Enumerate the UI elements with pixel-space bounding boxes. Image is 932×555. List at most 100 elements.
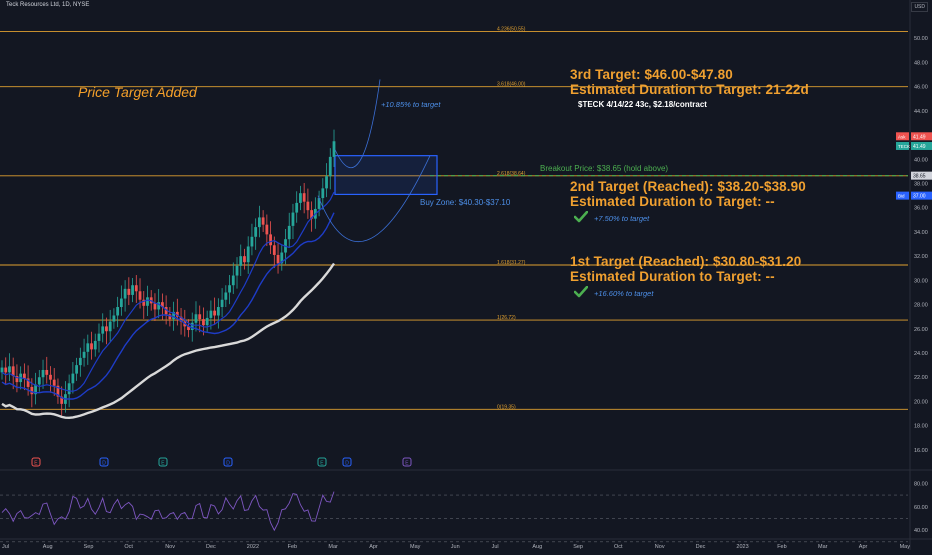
price-axis-tick: 40.00 bbox=[914, 157, 928, 163]
price-axis-tick: 46.00 bbox=[914, 85, 928, 91]
candle-body bbox=[49, 374, 52, 380]
time-axis-tick: Nov bbox=[165, 544, 175, 550]
time-axis-tick: Sep bbox=[573, 544, 583, 550]
candle-body bbox=[41, 369, 45, 378]
price-axis-tick: 32.00 bbox=[914, 254, 928, 260]
option-note: $TECK 4/14/22 43c, $2.18/contract bbox=[578, 100, 707, 109]
rsi-axis-tick: 80.00 bbox=[914, 481, 928, 487]
time-axis-tick: Nov bbox=[655, 544, 665, 550]
target2-duration: Estimated Duration to Target: -- bbox=[570, 194, 775, 209]
price-tag-value: 41.49 bbox=[913, 134, 926, 140]
buy-zone-label: Buy Zone: $40.30-$37.10 bbox=[420, 198, 511, 207]
price-axis-tick: 50.00 bbox=[914, 36, 928, 42]
fib-level-label: 0(19.35) bbox=[497, 404, 516, 410]
candle-body bbox=[280, 252, 284, 264]
candle-body bbox=[71, 373, 75, 384]
candle-body bbox=[175, 311, 179, 317]
candle-body bbox=[78, 357, 82, 366]
event-marker-letter: E bbox=[34, 461, 38, 467]
time-axis-tick: Oct bbox=[124, 544, 133, 550]
candle-body bbox=[146, 297, 149, 306]
candle-body bbox=[30, 386, 34, 395]
candle-body bbox=[179, 316, 183, 322]
price-tag bbox=[911, 191, 932, 200]
event-marker bbox=[223, 457, 233, 467]
time-axis-tick: May bbox=[900, 544, 911, 550]
time-axis-tick: Aug bbox=[43, 544, 53, 550]
candle-body bbox=[295, 202, 299, 213]
price-tag bbox=[911, 171, 932, 180]
candle-body bbox=[52, 379, 56, 386]
candle-body bbox=[321, 188, 325, 199]
candle-body bbox=[56, 385, 60, 397]
candle-body bbox=[213, 310, 217, 316]
candle-body bbox=[157, 302, 161, 310]
candle-body bbox=[194, 314, 198, 323]
candle-body bbox=[86, 343, 90, 352]
rsi-axis-tick: 60.00 bbox=[914, 505, 928, 511]
breakout-price-label: Breakout Price: $38.65 (hold above) bbox=[540, 164, 669, 173]
time-axis-tick: Oct bbox=[614, 544, 623, 550]
candle-body bbox=[131, 285, 134, 295]
time-axis-tick: Dec bbox=[206, 544, 216, 550]
candle-body bbox=[269, 234, 272, 246]
candle-body bbox=[142, 299, 146, 306]
projection-curve bbox=[334, 79, 381, 169]
candle-body bbox=[101, 326, 105, 334]
candle-body bbox=[161, 302, 164, 308]
candle-body bbox=[82, 351, 86, 358]
target3-percent: +10.85% to target bbox=[381, 100, 441, 109]
event-marker bbox=[31, 457, 41, 467]
fib-level-label: 1.618(31.27) bbox=[497, 260, 526, 266]
candle-body bbox=[272, 245, 276, 255]
candle-body bbox=[127, 288, 131, 295]
candle-body bbox=[302, 193, 306, 202]
price-tag-name-text: Bid bbox=[898, 194, 905, 199]
candle-body bbox=[317, 198, 321, 209]
price-tag bbox=[911, 132, 932, 141]
candle-body bbox=[0, 367, 4, 373]
candle-body bbox=[164, 307, 168, 315]
price-axis-tick: 30.00 bbox=[914, 278, 928, 284]
target3-title: 3rd Target: $46.00-$47.80 bbox=[570, 67, 733, 82]
fib-level-label: 1(26.72) bbox=[497, 315, 516, 321]
price-tag-name-text: Ask bbox=[898, 134, 906, 139]
time-axis-tick: Apr bbox=[369, 544, 378, 550]
candle-body bbox=[328, 156, 332, 177]
candle-body bbox=[168, 314, 172, 320]
event-marker-letter: E bbox=[320, 461, 324, 467]
event-marker-letter: D bbox=[226, 461, 230, 467]
candle-body bbox=[26, 378, 30, 387]
buy-zone-box bbox=[334, 155, 438, 196]
candle-body bbox=[246, 246, 250, 263]
candle-body bbox=[8, 366, 11, 373]
price-axis-tick: 38.00 bbox=[914, 182, 928, 188]
candle-body bbox=[325, 176, 328, 189]
candle-body bbox=[231, 275, 235, 286]
candle-body bbox=[265, 224, 269, 235]
candle-body bbox=[97, 333, 101, 341]
event-marker bbox=[158, 457, 168, 467]
candle-body bbox=[153, 303, 157, 310]
target1-duration: Estimated Duration to Target: -- bbox=[570, 269, 775, 284]
time-axis-tick: Jul bbox=[2, 544, 9, 550]
candle-body bbox=[119, 298, 123, 308]
time-axis-tick: Feb bbox=[288, 544, 297, 550]
event-marker bbox=[402, 457, 412, 467]
candle-body bbox=[291, 212, 295, 226]
time-axis-tick: Mar bbox=[818, 544, 828, 550]
candle-body bbox=[239, 256, 243, 266]
candle-body bbox=[45, 369, 49, 375]
event-marker-letter: D bbox=[102, 461, 106, 467]
candle-body bbox=[216, 307, 220, 316]
candle-body bbox=[276, 254, 280, 264]
candle-body bbox=[172, 311, 175, 320]
fib-level-label: 2.618(38.64) bbox=[497, 171, 526, 177]
event-marker bbox=[99, 457, 109, 467]
currency-label[interactable]: USD bbox=[911, 2, 928, 12]
candle-body bbox=[243, 256, 246, 263]
candle-body bbox=[224, 292, 228, 300]
candle-body bbox=[4, 367, 8, 373]
candle-body bbox=[235, 265, 239, 276]
candle-body bbox=[67, 383, 71, 395]
